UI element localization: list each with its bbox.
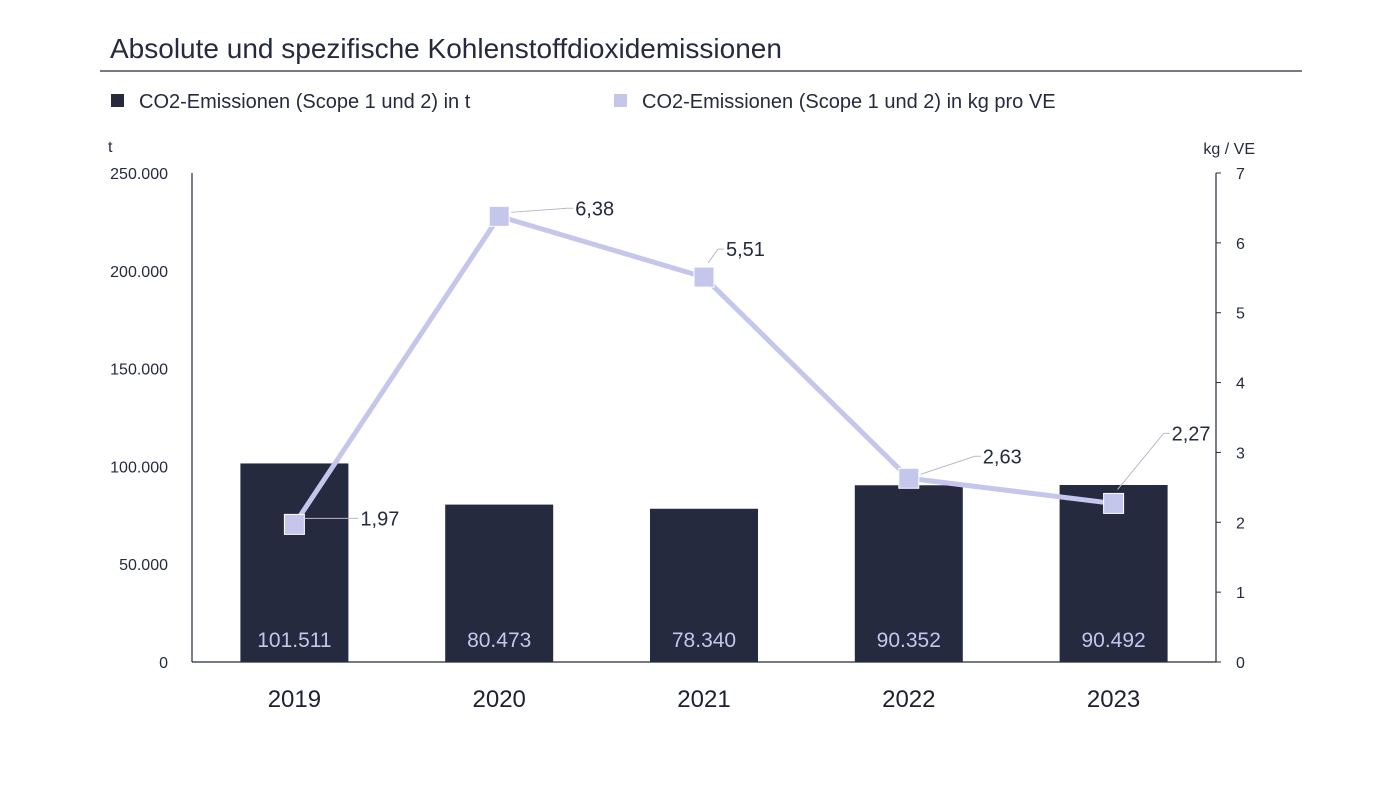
y-right-tick-label: 5 <box>1236 306 1245 323</box>
bar-value-label-2022: 90.352 <box>877 629 941 652</box>
line-path <box>292 213 1114 526</box>
y-right-tick-label: 1 <box>1236 585 1245 602</box>
y-right-tick-label: 7 <box>1236 166 1245 183</box>
legend: CO2-Emissionen (Scope 1 und 2) in t CO2-E… <box>111 91 1056 113</box>
line-label-leader <box>920 455 981 475</box>
line-point-2020 <box>488 205 510 227</box>
y-left-tick-label: 100.000 <box>110 459 168 476</box>
line-series <box>283 205 1125 535</box>
x-tick-label-2021: 2021 <box>677 686 730 713</box>
line-label-leader <box>1117 432 1170 490</box>
y-right-tick-label: 6 <box>1236 236 1245 253</box>
line-point-2023 <box>1103 492 1125 514</box>
y-right-tick-label: 2 <box>1236 515 1245 532</box>
x-tick-label-2020: 2020 <box>473 686 526 713</box>
bar-2020 <box>445 504 554 662</box>
line-point-2019 <box>283 513 305 535</box>
legend-swatch-2 <box>614 94 627 107</box>
y-left-tick-label: 0 <box>159 655 168 672</box>
chart-title: Absolute und spezifische Kohlenstoffdiox… <box>110 33 782 64</box>
line-value-label-2023: 2,27 <box>1172 423 1211 445</box>
y-left-tick-label: 200.000 <box>110 264 168 281</box>
x-tick-label-2023: 2023 <box>1087 686 1140 713</box>
y-left-tick-label: 150.000 <box>110 362 168 379</box>
legend-label-1: CO2-Emissionen (Scope 1 und 2) in t <box>139 91 471 113</box>
legend-swatch-1 <box>111 94 124 107</box>
axes: 0 50.000 100.000 150.000 200.000 250.000 0 1 2 3 4… <box>110 166 1245 713</box>
bars: 101.511 80.473 78.340 90.352 90.492 <box>240 463 1168 662</box>
y-right-tick-label: 0 <box>1236 655 1245 672</box>
bar-value-label-2023: 90.492 <box>1081 629 1145 652</box>
bar-value-label-2020: 80.473 <box>467 629 531 652</box>
line-value-label-2020: 6,38 <box>575 198 614 220</box>
bar-2022 <box>854 485 963 662</box>
line-value-label-2022: 2,63 <box>983 446 1022 468</box>
y-left-axis-label: t <box>108 139 113 156</box>
line-value-label-2021: 5,51 <box>726 239 765 261</box>
labels: 1,97 6,38 5,51 2,63 2,27 <box>304 198 1211 530</box>
x-tick-label-2022: 2022 <box>882 686 935 713</box>
bar-value-label-2021: 78.340 <box>672 629 736 652</box>
x-tick-label-2019: 2019 <box>268 686 321 713</box>
bar-2023 <box>1059 484 1168 662</box>
line-label-leader <box>511 207 574 213</box>
y-right-tick-label: 4 <box>1236 376 1245 393</box>
line-value-label-2019: 1,97 <box>360 508 399 530</box>
y-left-tick-label: 250.000 <box>110 166 168 183</box>
legend-label-2: CO2-Emissionen (Scope 1 und 2) in kg pro… <box>642 91 1056 113</box>
bar-value-label-2019: 101.511 <box>257 629 331 652</box>
line-point-2021 <box>693 266 715 288</box>
bar-2021 <box>650 508 758 662</box>
y-left-tick-label: 50.000 <box>119 557 168 574</box>
bar-2019 <box>240 463 349 662</box>
y-right-tick-label: 3 <box>1236 445 1245 462</box>
line-label-leader <box>707 248 724 264</box>
y-right-axis-label: kg / VE <box>1203 141 1255 158</box>
line-point-2022 <box>898 467 920 489</box>
